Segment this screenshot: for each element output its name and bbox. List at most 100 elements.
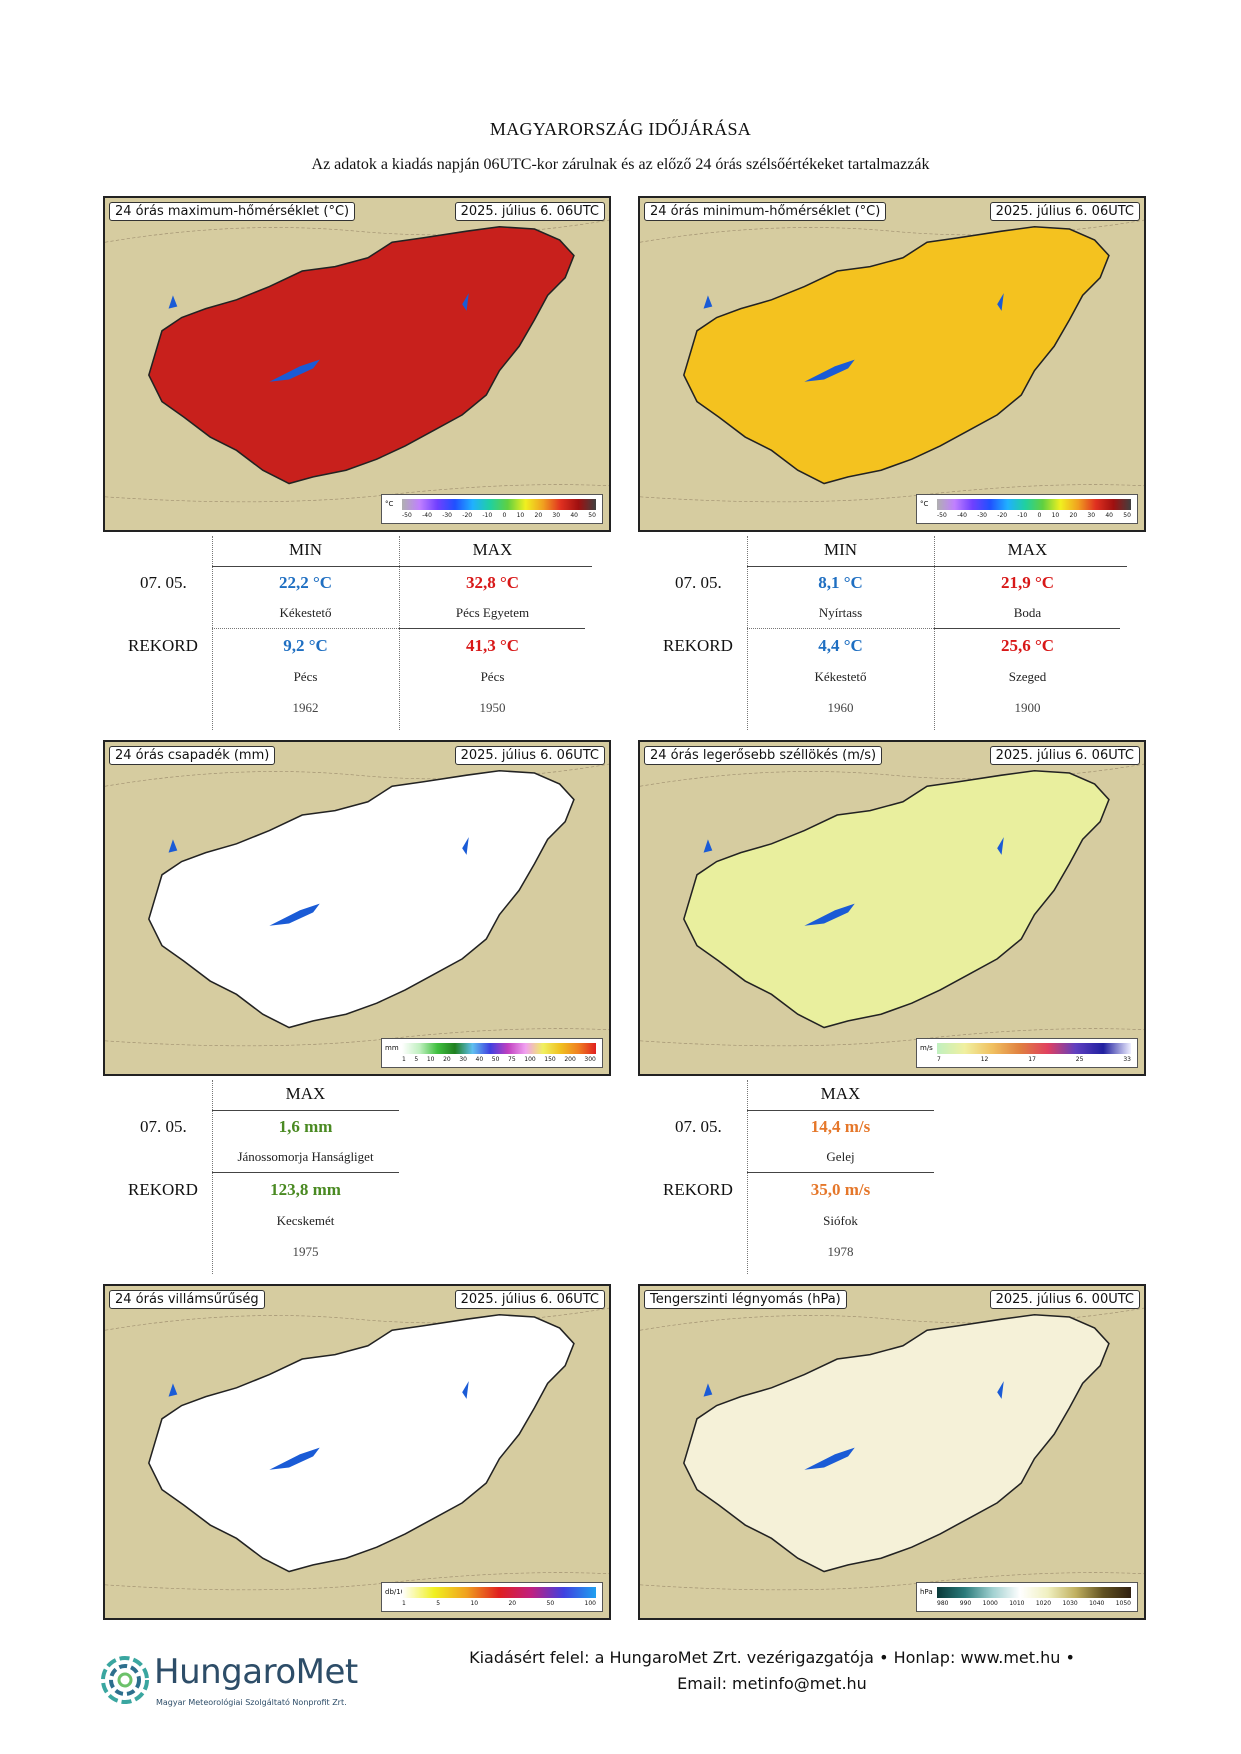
header-min: MIN <box>823 540 858 559</box>
legend-tick-label: 0 <box>502 512 507 519</box>
legend-tick-label: 1020 <box>1035 1600 1052 1607</box>
map-date: 2025. július 6. 06UTC <box>454 1290 605 1309</box>
hungary-map <box>640 1286 1144 1618</box>
map-date: 2025. július 6. 06UTC <box>989 202 1140 221</box>
legend-tick-label: 100 <box>584 1600 596 1607</box>
record-max-value: 123,8 mm <box>270 1180 341 1199</box>
logo-tagline: Magyar Meteorológiai Szolgáltató Nonprof… <box>156 1698 347 1707</box>
legend-tick-label: 50 <box>1123 512 1131 519</box>
map-title: 24 órás legerősebb széllökés (m/s) <box>644 746 883 765</box>
legend-tick-label: 33 <box>1123 1056 1131 1063</box>
legend-tick-label: 990 <box>959 1600 972 1607</box>
legend-tick-label: 17 <box>1028 1056 1036 1063</box>
map-pressure-panel: Tengerszinti légnyomás (hPa) 2025. július… <box>638 1284 1146 1620</box>
legend-color-bar <box>937 499 1131 510</box>
today-max-value: 21,9 °C <box>1000 573 1055 592</box>
record-min-year: 1962 <box>292 700 319 715</box>
legend-tick-label: 25 <box>1075 1056 1084 1063</box>
row-label-today: 07. 05. <box>140 573 187 592</box>
legend-tick-label: 1030 <box>1062 1600 1078 1607</box>
legend-tick-label: 20 <box>508 1600 517 1607</box>
record-max-year: 1978 <box>827 1244 854 1259</box>
record-min-location: Pécs <box>293 669 318 684</box>
legend-tick-label: 20 <box>443 1056 451 1063</box>
legend-tick-label: 1040 <box>1089 1600 1105 1607</box>
legend-unit: mm <box>385 1044 399 1052</box>
record-max-location: Kecskemét <box>276 1213 335 1228</box>
map-title: 24 órás villámsűrűség <box>109 1290 265 1309</box>
hungary-map <box>105 742 609 1074</box>
record-max-value: 41,3 °C <box>465 636 520 655</box>
legend-tick-label: 10 <box>516 512 525 519</box>
record-max-location: Siófok <box>823 1213 858 1228</box>
color-scale-legend: hPa 980 990 1000 1010 1020 1030 1040 1050 <box>916 1582 1138 1612</box>
legend-tick-label: 10 <box>1051 512 1060 519</box>
record-max-year: 1900 <box>1014 700 1041 715</box>
legend-tick-label: 10 <box>426 1056 435 1063</box>
color-scale-legend: db/10km215102050100 <box>381 1582 603 1612</box>
legend-tick-label: 40 <box>1105 512 1113 519</box>
record-min-value: 4,4 °C <box>818 636 863 655</box>
map-wind-gust-panel: 24 órás legerősebb széllökés (m/s) 2025. … <box>638 740 1146 1076</box>
legend-tick-label: 100 <box>524 1056 536 1063</box>
today-min-location: Nyírtass <box>818 605 863 620</box>
legend-tick-label: -50 <box>402 512 412 519</box>
today-max-location: Boda <box>1013 605 1042 620</box>
legend-tick-label: 30 <box>1087 512 1096 519</box>
legend-tick-label: 1010 <box>1009 1600 1025 1607</box>
today-max-location: Jánossomorja Hanságliget <box>237 1149 374 1164</box>
legend-ticks: -50 -40 -30 -20 -10 0 10 20 30 40 50 <box>402 512 596 521</box>
footer-line-1: Kiadásért felel: a HungaroMet Zrt. vezér… <box>469 1648 1075 1667</box>
legend-tick-label: 30 <box>459 1056 467 1063</box>
legend-tick-label: 20 <box>534 512 543 519</box>
wind-gust-table: MAX 07. 05. 14,4 m/s Gelej REKORD 35,0 m… <box>655 1080 955 1274</box>
legend-tick-label: 300 <box>584 1056 596 1063</box>
tmax-table: MIN MAX 07. 05. 22,2 °C Kékestető 32,8 °… <box>120 536 600 730</box>
legend-color-bar <box>937 1043 1131 1054</box>
record-max-location: Szeged <box>1008 669 1047 684</box>
map-title: 24 órás csapadék (mm) <box>109 746 276 765</box>
legend-ticks: -50 -40 -30 -20 -10 0 10 20 30 40 50 <box>937 512 1131 521</box>
legend-tick-label: 75 <box>508 1056 516 1063</box>
record-min-location: Kékestető <box>814 669 867 684</box>
legend-color-bar <box>402 1587 596 1598</box>
legend-tick-label: -30 <box>442 512 452 519</box>
legend-tick-label: 50 <box>588 512 596 519</box>
legend-tick-label: 20 <box>1069 512 1078 519</box>
today-max-value: 14,4 m/s <box>810 1117 871 1136</box>
legend-color-bar <box>402 499 596 510</box>
header-max: MAX <box>820 1084 861 1103</box>
legend-tick-label: -10 <box>482 512 493 519</box>
map-title: 24 órás maximum-hőmérséklet (°C) <box>109 202 356 221</box>
footer-line-2: Email: metinfo@met.hu <box>677 1674 867 1693</box>
legend-unit: m/s <box>920 1044 933 1052</box>
row-label-record: REKORD <box>663 1180 733 1199</box>
color-scale-legend: °C -50 -40 -30 -20 -10 0 10 20 30 40 50 <box>916 494 1138 524</box>
legend-tick-label: 30 <box>552 512 561 519</box>
legend-tick-label: -20 <box>462 512 473 519</box>
record-max-value: 35,0 m/s <box>810 1180 871 1199</box>
today-max-location: Pécs Egyetem <box>455 605 530 620</box>
legend-tick-label: -40 <box>422 512 432 519</box>
color-scale-legend: m/s 7 12 17 25 33 <box>916 1038 1138 1068</box>
header-max: MAX <box>285 1084 326 1103</box>
precipitation-table: MAX 07. 05. 1,6 mm Jánossomorja Hanságli… <box>120 1080 420 1274</box>
legend-color-bar <box>402 1043 596 1054</box>
legend-tick-label: 1 <box>402 1056 406 1063</box>
legend-tick-label: 0 <box>1037 512 1042 519</box>
legend-tick-label: 10 <box>470 1600 479 1607</box>
header-max: MAX <box>472 540 513 559</box>
hungary-map <box>640 198 1144 530</box>
map-date: 2025. július 6. 06UTC <box>989 746 1140 765</box>
legend-tick-label: -50 <box>937 512 947 519</box>
legend-tick-label: 1 <box>402 1600 406 1607</box>
legend-tick-label: 150 <box>544 1056 556 1063</box>
hungary-map <box>105 198 609 530</box>
map-title: 24 órás minimum-hőmérséklet (°C) <box>644 202 887 221</box>
row-label-record: REKORD <box>128 636 198 655</box>
today-min-location: Kékestető <box>279 605 332 620</box>
row-label-record: REKORD <box>663 636 733 655</box>
legend-unit: hPa <box>920 1588 933 1596</box>
map-date: 2025. július 6. 06UTC <box>454 202 605 221</box>
map-title: Tengerszinti légnyomás (hPa) <box>644 1290 847 1309</box>
